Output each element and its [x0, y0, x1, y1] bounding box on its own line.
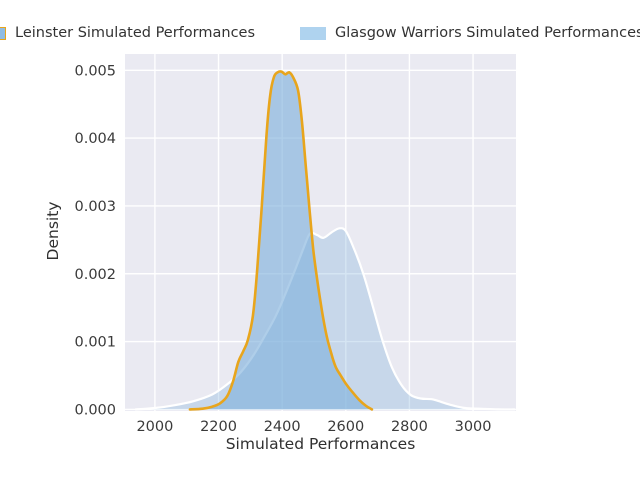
x-tick-label: 2800 — [391, 419, 428, 435]
x-tick-label: 2400 — [264, 419, 301, 435]
legend-item-glasgow: Glasgow Warriors Simulated Performances — [300, 25, 640, 41]
x-tick-label: 2600 — [327, 419, 364, 435]
y-tick-label: 0.003 — [74, 199, 116, 215]
y-axis-label: Density — [44, 201, 62, 261]
x-tick-label: 2200 — [200, 419, 237, 435]
y-tick-label: 0.000 — [74, 402, 116, 418]
legend: Leinster Simulated Performances Glasgow … — [0, 0, 640, 48]
y-tick-label: 0.002 — [74, 267, 116, 283]
y-tick-label: 0.004 — [74, 131, 116, 147]
leinster-density-curve — [188, 70, 374, 411]
y-tick-label: 0.005 — [74, 63, 116, 79]
legend-item-leinster: Leinster Simulated Performances — [0, 25, 255, 41]
leinster-swatch-icon — [0, 26, 6, 40]
x-tick-label: 3000 — [455, 419, 492, 435]
legend-label-glasgow: Glasgow Warriors Simulated Performances — [335, 25, 640, 41]
y-tick-label: 0.001 — [74, 335, 116, 351]
legend-label-leinster: Leinster Simulated Performances — [15, 25, 256, 41]
glasgow-swatch-icon — [300, 26, 326, 40]
leinster-density-area — [189, 71, 372, 410]
x-tick-label: 2000 — [136, 419, 173, 435]
glasgow-density-area — [135, 228, 515, 410]
x-axis-label: Simulated Performances — [225, 435, 416, 453]
